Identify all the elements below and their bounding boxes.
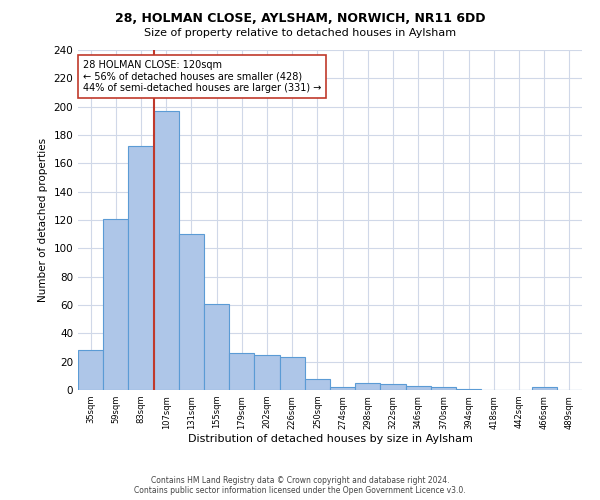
Bar <box>406 386 431 390</box>
Bar <box>179 234 204 390</box>
Bar <box>305 378 330 390</box>
Bar <box>280 358 305 390</box>
Text: Size of property relative to detached houses in Aylsham: Size of property relative to detached ho… <box>144 28 456 38</box>
Bar <box>154 111 179 390</box>
Y-axis label: Number of detached properties: Number of detached properties <box>38 138 48 302</box>
Bar <box>128 146 154 390</box>
Text: 28 HOLMAN CLOSE: 120sqm
← 56% of detached houses are smaller (428)
44% of semi-d: 28 HOLMAN CLOSE: 120sqm ← 56% of detache… <box>83 60 322 94</box>
Bar <box>330 387 355 390</box>
Bar <box>254 354 280 390</box>
Bar <box>204 304 229 390</box>
Bar <box>103 218 128 390</box>
X-axis label: Distribution of detached houses by size in Aylsham: Distribution of detached houses by size … <box>188 434 472 444</box>
Bar <box>229 353 254 390</box>
Bar <box>380 384 406 390</box>
Bar <box>355 383 380 390</box>
Bar <box>431 387 456 390</box>
Bar <box>456 388 481 390</box>
Text: 28, HOLMAN CLOSE, AYLSHAM, NORWICH, NR11 6DD: 28, HOLMAN CLOSE, AYLSHAM, NORWICH, NR11… <box>115 12 485 26</box>
Text: Contains HM Land Registry data © Crown copyright and database right 2024.
Contai: Contains HM Land Registry data © Crown c… <box>134 476 466 495</box>
Bar <box>532 387 557 390</box>
Bar <box>78 350 103 390</box>
